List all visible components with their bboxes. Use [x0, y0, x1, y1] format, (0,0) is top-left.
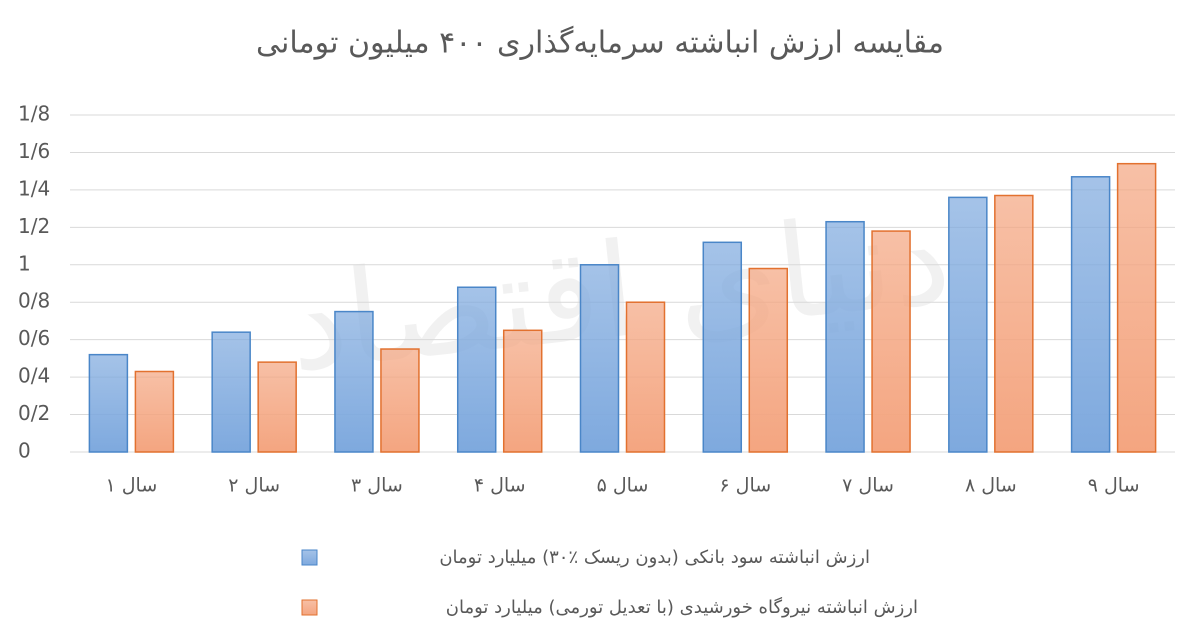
x-tick-label: سال ۵	[597, 475, 649, 497]
bar	[748, 267, 789, 453]
y-tick-label: 1/8	[18, 102, 50, 126]
x-tick-label: سال ۳	[351, 475, 403, 497]
bar	[871, 230, 911, 453]
x-tick-label: سال ۹	[1088, 475, 1140, 497]
legend-swatch	[301, 549, 318, 566]
bar	[257, 361, 297, 453]
y-tick-label: 0	[18, 439, 31, 463]
y-tick-label: 1/2	[18, 214, 50, 238]
bar	[1116, 162, 1157, 453]
bar	[1070, 176, 1111, 453]
x-tick-label: سال ۴	[474, 475, 526, 497]
x-tick-label: سال ۶	[719, 475, 771, 497]
y-tick-label: 1/4	[18, 176, 50, 200]
y-tick-label: 1/6	[18, 139, 50, 163]
bar	[456, 286, 497, 453]
y-tick-label: 0/4	[18, 364, 50, 388]
chart-title: مقایسه ارزش انباشته سرمایه‌گذاری ۴۰۰ میل…	[256, 26, 944, 61]
x-tick-label: سال ۱	[105, 475, 157, 497]
legend-label: ارزش انباشته سود بانکی (بدون ریسک ٪۳۰) م…	[439, 547, 870, 568]
legend-swatch	[301, 599, 318, 616]
bar	[380, 348, 420, 453]
bar	[625, 301, 666, 453]
y-tick-label: 0/6	[18, 326, 50, 350]
legend-label: ارزش انباشته نیروگاه خورشیدی (با تعدیل ت…	[446, 596, 918, 618]
bar	[948, 196, 988, 453]
y-tick-label: 0/8	[18, 289, 50, 313]
bar	[702, 241, 743, 453]
bar	[994, 194, 1034, 453]
x-tick-label: سال ۲	[228, 475, 280, 497]
y-tick-label: 1	[18, 251, 31, 275]
bar	[825, 220, 865, 453]
bar	[334, 310, 374, 453]
bar	[134, 370, 175, 453]
bar	[579, 264, 620, 453]
bar	[211, 331, 251, 453]
bar	[88, 353, 129, 453]
x-tick-label: سال ۷	[842, 475, 894, 497]
y-tick-label: 0/2	[18, 401, 50, 425]
x-tick-label: سال ۸	[965, 475, 1017, 497]
bar	[502, 329, 543, 453]
